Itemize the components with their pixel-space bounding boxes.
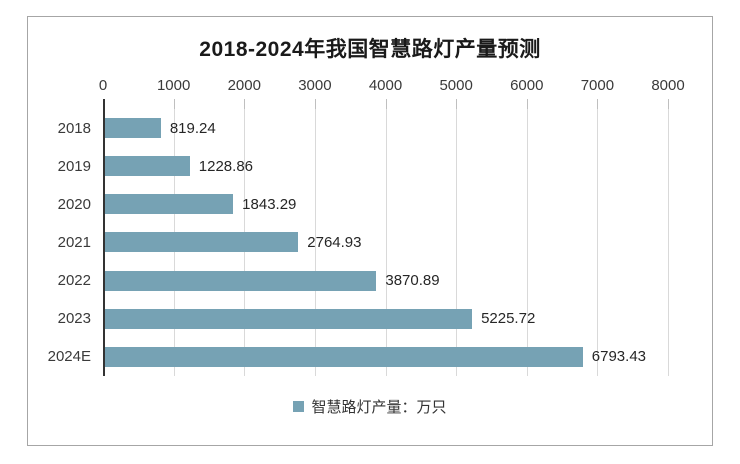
x-axis-tick-label: 3000 [298,77,332,94]
x-axis-tick-label: 5000 [439,77,473,94]
bar-value-label: 2764.93 [307,233,362,251]
bar [103,156,190,177]
gridline [668,109,669,376]
x-axis-tick-mark [103,99,105,109]
bar-row: 1228.86 [103,147,668,185]
plot-wrap: 2018 2019 2020 2021 2022 2023 2024E 819.24 1228… [28,109,669,376]
gridline [456,109,458,376]
x-axis-tick-mark [526,99,528,109]
x-axis-tick-label: 0 [98,77,108,94]
bar-row: 819.24 [103,109,668,147]
bar [103,194,234,215]
chart-title: 2018-2024年我国智慧路灯产量预测 [199,38,541,61]
legend-label: 智慧路灯产量：万只 [311,399,447,416]
bar-row: 6793.43 [103,338,668,376]
x-axis-tick-label: 1000 [156,77,191,94]
x-axis-tick-labels: 0 1000 2000 3000 4000 5000 6000 7000 8000 [99,77,685,95]
bar-value-label: 3870.89 [385,272,440,290]
y-axis-category-label: 2018 [57,119,91,137]
bar-value-label: 1843.29 [242,195,297,213]
x-axis-tick-label: 6000 [510,77,544,94]
gridline [597,109,599,376]
bar-value-label: 5225.72 [481,310,536,328]
bar [103,308,473,329]
x-axis-tick-marks [103,99,669,109]
x-axis-tick-mark [244,99,246,109]
bar-rows: 819.24 1228.86 1843.29 2764.93 3870.89 5225.7… [103,109,668,376]
bar [103,270,377,291]
y-axis-category-label: 2024E [47,348,91,366]
x-axis-tick-mark [314,99,316,109]
x-axis-tick-mark [456,99,458,109]
bar [103,118,161,139]
gridline [385,109,387,376]
y-axis-category-label: 2022 [57,272,91,290]
x-axis-tick-mark [385,99,387,109]
y-axis-line [103,109,105,376]
bar [103,232,299,253]
y-axis-category-label: 2020 [57,195,91,213]
x-axis-tick-label: 2000 [227,77,261,94]
x-axis-tick-mark [668,99,669,109]
bar-row: 2764.93 [103,223,668,261]
x-axis-tick-mark [597,99,599,109]
x-axis-tick-label: 7000 [580,77,615,94]
chart-frame: 2018-2024年我国智慧路灯产量预测 0 1000 2000 3000 4000 50… [27,16,713,446]
bar-row: 3870.89 [103,262,668,300]
bar-row: 1843.29 [103,185,668,223]
y-axis-category-label: 2019 [57,157,91,175]
bar-value-label: 6793.43 [591,348,647,366]
bar-value-label: 819.24 [169,119,216,137]
plot-area: 819.24 1228.86 1843.29 2764.93 3870.89 5225.7… [103,109,669,376]
y-axis-category-label: 2023 [57,310,91,328]
gridline [314,109,316,376]
legend-swatch [293,401,305,412]
x-axis-tick-mark [173,99,175,109]
y-axis-category-labels: 2018 2019 2020 2021 2022 2023 2024E [28,109,103,376]
bar [103,346,583,367]
x-axis-tick-label: 8000 [651,77,685,94]
gridline [526,109,528,376]
y-axis-category-label: 2021 [57,233,91,251]
x-axis-tick-label: 4000 [368,77,403,94]
bar-value-label: 1228.86 [198,157,254,175]
legend: 智慧路灯产量：万只 [28,396,712,417]
bar-row: 5225.72 [103,300,668,338]
